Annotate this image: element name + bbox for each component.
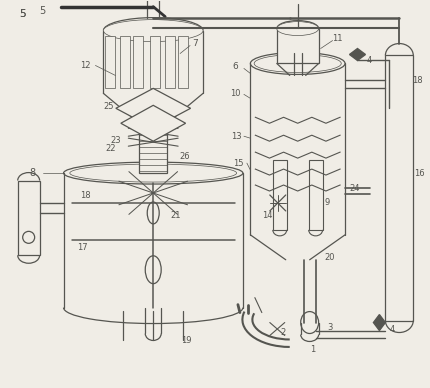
Text: 5: 5 bbox=[40, 6, 46, 16]
Ellipse shape bbox=[147, 202, 159, 224]
Text: 19: 19 bbox=[181, 336, 191, 345]
Polygon shape bbox=[121, 105, 186, 141]
Text: 26: 26 bbox=[180, 152, 190, 161]
Polygon shape bbox=[373, 315, 385, 331]
Text: 12: 12 bbox=[80, 61, 91, 70]
Bar bbox=[309, 160, 322, 230]
Ellipse shape bbox=[250, 52, 345, 74]
Text: 16: 16 bbox=[414, 168, 424, 178]
Text: 21: 21 bbox=[170, 211, 181, 220]
Text: 1: 1 bbox=[310, 345, 315, 354]
Ellipse shape bbox=[103, 20, 203, 42]
Text: 20: 20 bbox=[324, 253, 335, 262]
Bar bbox=[385, 55, 413, 320]
Text: 6: 6 bbox=[232, 62, 238, 71]
Bar bbox=[273, 160, 287, 230]
Bar bbox=[277, 29, 319, 64]
Text: 22: 22 bbox=[105, 144, 116, 152]
Ellipse shape bbox=[277, 22, 319, 36]
Bar bbox=[120, 36, 130, 88]
Text: 18: 18 bbox=[80, 192, 91, 201]
Text: 23: 23 bbox=[110, 136, 121, 145]
Bar bbox=[150, 36, 160, 88]
Text: 4: 4 bbox=[390, 325, 395, 334]
Bar bbox=[165, 36, 175, 88]
Text: 2: 2 bbox=[280, 328, 286, 337]
Text: 7: 7 bbox=[192, 39, 198, 48]
Bar bbox=[133, 36, 143, 88]
Text: 4: 4 bbox=[367, 56, 372, 65]
Ellipse shape bbox=[64, 162, 243, 184]
Ellipse shape bbox=[301, 312, 319, 334]
Polygon shape bbox=[116, 88, 190, 128]
Text: 5: 5 bbox=[19, 9, 26, 19]
Text: 15: 15 bbox=[233, 159, 243, 168]
Text: 11: 11 bbox=[332, 34, 343, 43]
Bar bbox=[105, 36, 115, 88]
Bar bbox=[139, 123, 167, 173]
Ellipse shape bbox=[145, 256, 161, 284]
Polygon shape bbox=[350, 48, 366, 61]
Text: 13: 13 bbox=[230, 132, 241, 141]
Text: 17: 17 bbox=[77, 243, 88, 252]
Text: 18: 18 bbox=[412, 76, 423, 85]
Text: 3: 3 bbox=[327, 323, 332, 332]
Text: 9: 9 bbox=[325, 199, 330, 208]
Text: 25: 25 bbox=[103, 102, 114, 111]
Text: 14: 14 bbox=[263, 211, 273, 220]
Text: 10: 10 bbox=[230, 89, 240, 98]
Bar bbox=[178, 36, 188, 88]
Text: 24: 24 bbox=[349, 184, 360, 192]
Text: 5: 5 bbox=[19, 9, 26, 19]
Bar bbox=[18, 180, 40, 255]
Text: 8: 8 bbox=[30, 168, 36, 178]
